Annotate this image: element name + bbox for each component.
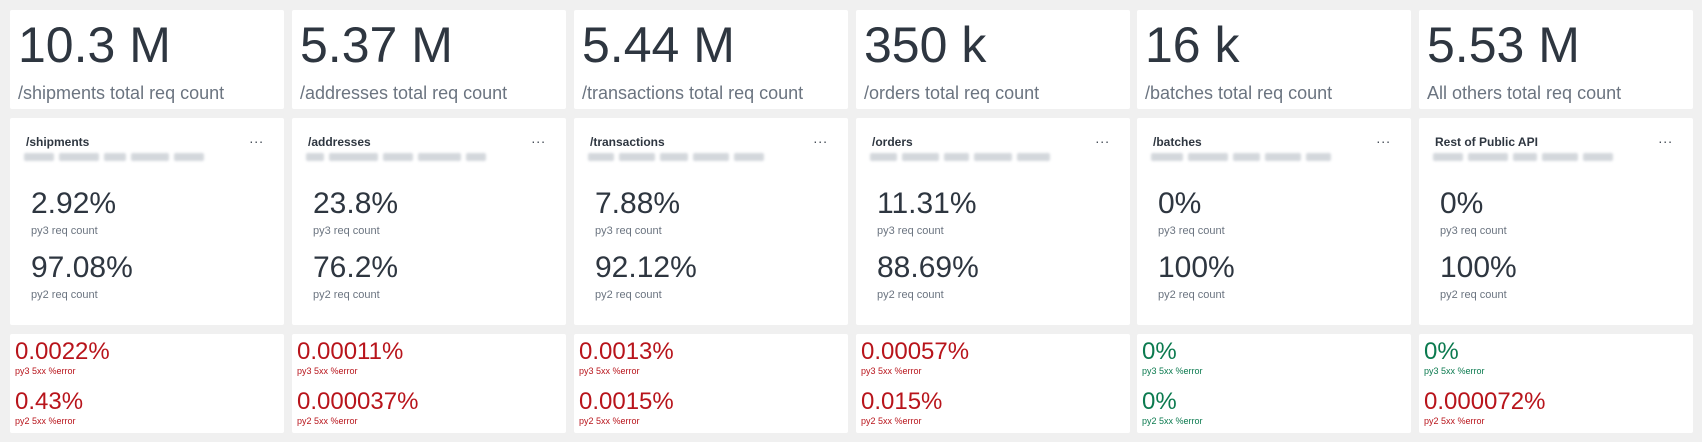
split-tile-shipments[interactable]: /shipments ... 2.92% py3 req count 97.08…	[10, 118, 284, 325]
py3-error-value: 0.0013%	[579, 338, 674, 365]
py3-percent: 23.8%	[313, 187, 399, 220]
time-range-redacted	[1433, 151, 1613, 163]
total-label: /transactions total req count	[582, 83, 804, 103]
py3-error-value: 0.0022%	[15, 338, 110, 365]
py2-percent: 76.2%	[313, 251, 399, 284]
split-title: /transactions	[590, 135, 665, 149]
py2-error-label: py2 5xx %error	[15, 416, 76, 426]
py2-error-value: 0.000037%	[297, 388, 419, 415]
py2-label: py2 req count	[1158, 289, 1225, 301]
error-tile-batches[interactable]: 0% py3 5xx %error 0% py2 5xx %error	[1137, 334, 1411, 433]
total-value: 5.53 M	[1427, 17, 1580, 73]
error-tile-rest-of-api[interactable]: 0% py3 5xx %error 0.000072% py2 5xx %err…	[1419, 334, 1693, 433]
split-tile-transactions[interactable]: /transactions ... 7.88% py3 req count 92…	[574, 118, 848, 325]
py2-error-label: py2 5xx %error	[1142, 416, 1203, 426]
py3-error-label: py3 5xx %error	[1142, 366, 1203, 376]
py2-error-label: py2 5xx %error	[297, 416, 358, 426]
py3-error-label: py3 5xx %error	[15, 366, 76, 376]
split-title: /orders	[872, 135, 913, 149]
time-range-redacted	[1151, 151, 1331, 163]
py2-percent: 92.12%	[595, 251, 697, 284]
time-range-redacted	[588, 151, 768, 163]
py2-error-label: py2 5xx %error	[861, 416, 922, 426]
error-tile-shipments[interactable]: 0.0022% py3 5xx %error 0.43% py2 5xx %er…	[10, 334, 284, 433]
total-tile-others[interactable]: 5.53 M All others total req count	[1419, 10, 1693, 109]
split-title: /batches	[1153, 135, 1202, 149]
py3-label: py3 req count	[595, 225, 662, 237]
error-tile-transactions[interactable]: 0.0013% py3 5xx %error 0.0015% py2 5xx %…	[574, 334, 848, 433]
py3-percent: 0%	[1440, 187, 1484, 220]
py3-error-label: py3 5xx %error	[297, 366, 358, 376]
time-range-redacted	[24, 151, 204, 163]
py3-percent: 11.31%	[877, 187, 977, 220]
total-label: All others total req count	[1427, 83, 1622, 103]
total-tile-shipments[interactable]: 10.3 M /shipments total req count	[10, 10, 284, 109]
total-tile-addresses[interactable]: 5.37 M /addresses total req count	[292, 10, 566, 109]
total-tile-orders[interactable]: 350 k /orders total req count	[856, 10, 1130, 109]
total-tile-transactions[interactable]: 5.44 M /transactions total req count	[574, 10, 848, 109]
time-range-redacted	[306, 151, 486, 163]
more-options-icon[interactable]: ...	[1658, 130, 1673, 146]
py2-error-label: py2 5xx %error	[579, 416, 640, 426]
py3-error-label: py3 5xx %error	[861, 366, 922, 376]
py3-error-value: 0.00011%	[297, 338, 404, 365]
total-label: /shipments total req count	[18, 83, 225, 103]
py3-error-value: 0%	[1142, 338, 1177, 365]
total-label: /addresses total req count	[300, 83, 508, 103]
py2-label: py2 req count	[1440, 289, 1507, 301]
py2-percent: 100%	[1158, 251, 1235, 284]
more-options-icon[interactable]: ...	[813, 130, 828, 146]
py2-error-value: 0%	[1142, 388, 1177, 415]
py2-label: py2 req count	[595, 289, 662, 301]
total-label: /orders total req count	[864, 83, 1040, 103]
total-value: 5.37 M	[300, 17, 453, 73]
error-tile-addresses[interactable]: 0.00011% py3 5xx %error 0.000037% py2 5x…	[292, 334, 566, 433]
total-label: /batches total req count	[1145, 83, 1333, 103]
py2-error-label: py2 5xx %error	[1424, 416, 1485, 426]
py3-error-value: 0.00057%	[861, 338, 970, 365]
split-title: Rest of Public API	[1435, 135, 1538, 149]
py2-label: py2 req count	[313, 289, 380, 301]
split-title: /addresses	[308, 135, 371, 149]
py3-percent: 7.88%	[595, 187, 681, 220]
py2-error-value: 0.0015%	[579, 388, 674, 415]
py3-percent: 0%	[1158, 187, 1202, 220]
py3-error-label: py3 5xx %error	[579, 366, 640, 376]
py3-error-value: 0%	[1424, 338, 1459, 365]
total-value: 10.3 M	[18, 17, 171, 73]
split-tile-orders[interactable]: /orders ... 11.31% py3 req count 88.69% …	[856, 118, 1130, 325]
py3-error-label: py3 5xx %error	[1424, 366, 1485, 376]
total-tile-batches[interactable]: 16 k /batches total req count	[1137, 10, 1411, 109]
py2-error-value: 0.43%	[15, 388, 84, 415]
more-options-icon[interactable]: ...	[249, 130, 264, 146]
more-options-icon[interactable]: ...	[1376, 130, 1391, 146]
total-value: 350 k	[864, 17, 987, 73]
py3-label: py3 req count	[877, 225, 944, 237]
py3-label: py3 req count	[1440, 225, 1507, 237]
py2-percent: 97.08%	[31, 251, 133, 284]
py2-error-value: 0.015%	[861, 388, 943, 415]
py2-error-value: 0.000072%	[1424, 388, 1546, 415]
py3-label: py3 req count	[31, 225, 98, 237]
py2-label: py2 req count	[31, 289, 98, 301]
time-range-redacted	[870, 151, 1050, 163]
total-value: 5.44 M	[582, 17, 735, 73]
split-tile-rest-of-api[interactable]: Rest of Public API ... 0% py3 req count …	[1419, 118, 1693, 325]
split-tile-batches[interactable]: /batches ... 0% py3 req count 100% py2 r…	[1137, 118, 1411, 325]
py3-percent: 2.92%	[31, 187, 117, 220]
error-tile-orders[interactable]: 0.00057% py3 5xx %error 0.015% py2 5xx %…	[856, 334, 1130, 433]
more-options-icon[interactable]: ...	[531, 130, 546, 146]
py3-label: py3 req count	[313, 225, 380, 237]
py3-label: py3 req count	[1158, 225, 1225, 237]
py2-percent: 88.69%	[877, 251, 979, 284]
more-options-icon[interactable]: ...	[1095, 130, 1110, 146]
py2-percent: 100%	[1440, 251, 1517, 284]
split-title: /shipments	[26, 135, 90, 149]
split-tile-addresses[interactable]: /addresses ... 23.8% py3 req count 76.2%…	[292, 118, 566, 325]
py2-label: py2 req count	[877, 289, 944, 301]
total-value: 16 k	[1145, 17, 1240, 73]
